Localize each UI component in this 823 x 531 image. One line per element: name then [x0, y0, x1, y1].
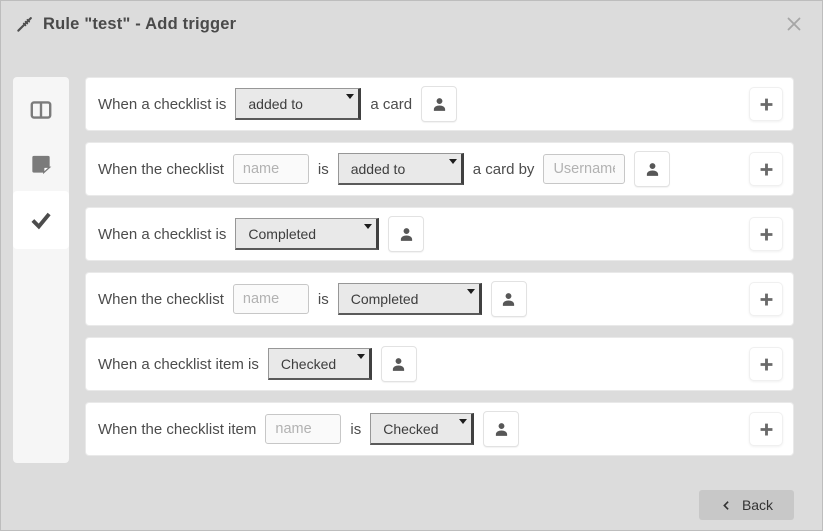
person-icon — [643, 160, 662, 179]
plus-icon — [757, 160, 776, 179]
dialog-footer: Back — [1, 490, 794, 520]
select-value: Completed — [248, 225, 317, 242]
sidebar-tab-card-triggers[interactable] — [13, 137, 69, 191]
add-trigger-button[interactable] — [749, 152, 783, 186]
magic-wand-icon — [15, 14, 35, 34]
member-picker-button[interactable] — [388, 216, 425, 252]
member-picker-button[interactable] — [380, 346, 417, 382]
row-label: When the checklist item — [98, 420, 257, 438]
columns-icon — [28, 97, 54, 123]
checklist-name-input[interactable] — [232, 284, 309, 314]
row-label: is — [317, 160, 329, 178]
item-state-select[interactable]: Checked — [267, 348, 372, 380]
select-value: added to — [248, 95, 303, 112]
row-label: is — [317, 290, 329, 308]
trigger-row-named-item-checked: When the checklist item is Checked — [85, 402, 794, 456]
select-value: Checked — [383, 420, 439, 437]
close-icon — [783, 13, 805, 35]
dialog-header: Rule "test" - Add trigger — [1, 1, 822, 47]
sidebar-tab-checklist-triggers[interactable] — [13, 191, 69, 249]
chevron-left-icon — [720, 499, 733, 512]
select-value: Completed — [350, 290, 419, 307]
item-name-input[interactable] — [265, 414, 342, 444]
add-trigger-button[interactable] — [749, 87, 783, 121]
trigger-rows: When a checklist is added to a card When… — [85, 77, 794, 456]
plus-icon — [757, 225, 776, 244]
back-button[interactable]: Back — [699, 490, 794, 520]
row-label: a card — [370, 95, 413, 113]
dialog-title: Rule "test" - Add trigger — [43, 14, 237, 33]
checklist-state-select[interactable]: Completed — [337, 283, 482, 315]
member-picker-button[interactable] — [634, 151, 671, 187]
item-state-select[interactable]: Checked — [370, 413, 475, 445]
member-picker-button[interactable] — [483, 411, 520, 447]
select-value: added to — [350, 160, 406, 177]
person-icon — [492, 420, 511, 439]
select-value: Checked — [280, 355, 337, 372]
person-icon — [499, 290, 518, 309]
person-icon — [430, 95, 449, 114]
dropdown-arrow-icon — [346, 94, 355, 99]
member-picker-button[interactable] — [490, 281, 527, 317]
plus-icon — [757, 290, 776, 309]
username-input[interactable] — [543, 154, 626, 184]
dropdown-arrow-icon — [459, 419, 468, 424]
trigger-row-checklist-added: When a checklist is added to a card — [85, 77, 794, 131]
row-label: a card by — [472, 160, 535, 178]
dropdown-arrow-icon — [364, 224, 373, 229]
plus-icon — [757, 420, 776, 439]
row-label: is — [350, 420, 362, 438]
member-picker-button[interactable] — [421, 86, 458, 122]
dialog-title-wrap: Rule "test" - Add trigger — [15, 14, 236, 34]
checklist-state-select[interactable]: Completed — [235, 218, 380, 250]
dropdown-arrow-icon — [356, 354, 365, 359]
dropdown-arrow-icon — [466, 289, 475, 294]
trigger-row-item-checked: When a checklist item is Checked — [85, 337, 794, 391]
trigger-row-checklist-completed: When a checklist is Completed — [85, 207, 794, 261]
sidebar-tab-board-triggers[interactable] — [13, 83, 69, 137]
close-button[interactable] — [780, 10, 808, 38]
row-label: When the checklist — [98, 290, 224, 308]
dialog-body: When a checklist is added to a card When… — [1, 47, 822, 463]
checklist-action-select[interactable]: added to — [235, 88, 362, 120]
checkmark-icon — [28, 207, 54, 233]
back-button-label: Back — [741, 497, 774, 513]
row-label: When a checklist is — [98, 225, 227, 243]
add-trigger-button[interactable] — [749, 412, 783, 446]
trigger-category-sidebar — [13, 77, 69, 463]
add-trigger-button[interactable] — [749, 217, 783, 251]
trigger-row-named-checklist-added: When the checklist is added to a card by — [85, 142, 794, 196]
add-trigger-button[interactable] — [749, 282, 783, 316]
row-label: When a checklist is — [98, 95, 227, 113]
row-label: When a checklist item is — [98, 355, 259, 373]
trigger-row-named-checklist-completed: When the checklist is Completed — [85, 272, 794, 326]
person-icon — [397, 225, 416, 244]
person-icon — [389, 355, 408, 374]
plus-icon — [757, 95, 776, 114]
note-icon — [28, 151, 54, 177]
dropdown-arrow-icon — [448, 159, 457, 164]
checklist-name-input[interactable] — [232, 154, 309, 184]
row-label: When the checklist — [98, 160, 224, 178]
checklist-action-select[interactable]: added to — [337, 153, 464, 185]
add-trigger-button[interactable] — [749, 347, 783, 381]
plus-icon — [757, 355, 776, 374]
